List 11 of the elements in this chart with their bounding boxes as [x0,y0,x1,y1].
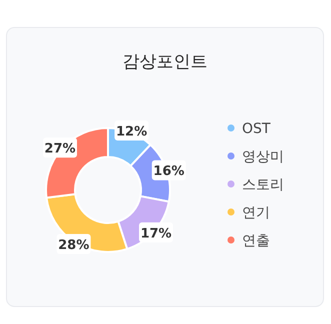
data-label: 27% [44,142,76,157]
legend-label: 영상미 [242,149,284,165]
data-label: 12% [116,124,148,140]
legend-label: OST [242,121,271,137]
legend-label: 연기 [242,205,270,221]
legend-label: 연출 [242,233,270,249]
chart-title: 감상포인트 [122,52,208,72]
legend-label: 스토리 [242,177,284,193]
data-label: 17% [140,226,172,242]
data-label: 28% [58,238,90,254]
data-label: 16% [153,164,184,180]
